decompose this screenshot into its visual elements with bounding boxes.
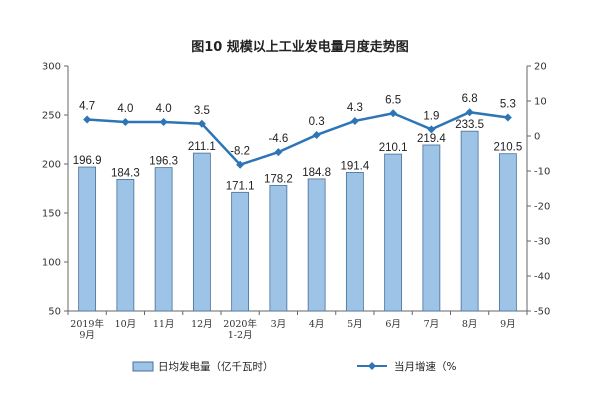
bar-value-label: 191.4 (340, 160, 369, 172)
bar (345, 172, 364, 312)
bar (498, 153, 517, 312)
bar-value-label: 211.1 (188, 141, 216, 153)
right-tick-label: -20 (534, 202, 550, 213)
bar (231, 191, 250, 312)
right-tick-label: -10 (534, 167, 550, 178)
x-tick-label: 7月 (424, 319, 440, 330)
data-labels: 196.9 184.3 196.3 211.1 171.1 178.2 184.8 191.4… (73, 93, 523, 192)
left-tick-label: 200 (42, 160, 61, 171)
line-value-label: 4.3 (347, 102, 363, 114)
left-tick-label: 50 (48, 307, 61, 318)
left-tick-label: 300 (42, 62, 61, 73)
bar (116, 178, 135, 312)
x-tick-label: 9月 (500, 319, 516, 330)
line-point (465, 108, 474, 117)
legend: 日均发电量（亿千瓦时） 当月增速（% (132, 360, 456, 373)
x-tick-label: 3月 (271, 319, 287, 330)
x-tick-label: 9月 (79, 330, 95, 341)
line-value-label: 5.3 (500, 98, 516, 110)
bar-value-label: 196.9 (73, 155, 102, 167)
line-point (503, 113, 512, 122)
legend-bar-swatch (132, 361, 154, 372)
x-tick-label: 8月 (462, 319, 478, 330)
bar-series (78, 130, 517, 312)
bar (384, 153, 403, 312)
x-tick-label: 6月 (385, 319, 401, 330)
line-value-label: 6.8 (462, 93, 478, 105)
line-value-label: 4.0 (117, 103, 133, 115)
line-path (87, 110, 509, 167)
axes: 50 100 150 200 250 300 -50 -40 -30 -20 -10 0 10 20 201… (42, 62, 550, 342)
line-value-label: 0.3 (309, 116, 325, 128)
line-value-label: -4.6 (268, 133, 288, 145)
line-point (312, 130, 321, 139)
left-tick-label: 100 (42, 258, 61, 269)
bar-value-label: 219.4 (417, 133, 446, 145)
right-tick-label: 20 (534, 62, 547, 73)
line-value-label: 1.9 (423, 110, 439, 122)
right-tick-label: 10 (534, 97, 547, 108)
bar (307, 178, 326, 312)
legend-line-marker (368, 362, 376, 370)
line-value-label: -8.2 (230, 146, 250, 158)
bar-value-label: 171.1 (226, 180, 255, 192)
x-tick-label: 11月 (153, 319, 175, 330)
legend-bar-label: 日均发电量（亿千瓦时） (158, 360, 274, 373)
line-series (83, 108, 512, 169)
right-tick-label: -50 (534, 307, 550, 318)
bar (154, 167, 173, 312)
line-point (121, 118, 130, 126)
line-value-label: 4.7 (79, 101, 95, 113)
line-value-label: 6.5 (385, 94, 401, 106)
line-point (274, 148, 283, 157)
bar (192, 152, 211, 312)
bar (422, 144, 441, 312)
right-tick-label: -30 (534, 237, 550, 248)
x-tick-label: 2020年 (223, 318, 257, 330)
line-point (389, 109, 398, 118)
bar (269, 184, 288, 312)
line-point (83, 115, 92, 124)
line-point (236, 160, 245, 169)
x-tick-label: 4月 (309, 319, 325, 330)
left-tick-label: 250 (42, 111, 61, 122)
line-point (350, 116, 359, 125)
left-tick-label: 150 (42, 209, 61, 220)
bar-value-label: 196.3 (149, 156, 178, 168)
line-point (427, 125, 436, 134)
line-value-label: 4.0 (156, 103, 172, 115)
bar (460, 130, 479, 312)
chart-title: 图10 规模以上工业发电量月度走势图 (191, 39, 409, 55)
x-tick-label: 12月 (191, 319, 213, 330)
bar-value-label: 184.8 (302, 167, 331, 179)
legend-line-label: 当月增速（% (394, 360, 456, 373)
x-tick-label: 10月 (115, 319, 137, 330)
bar-value-label: 178.2 (264, 173, 293, 185)
right-tick-label: 0 (534, 132, 540, 143)
right-tick-label: -40 (534, 272, 550, 283)
bar (78, 166, 97, 312)
bar-value-label: 233.5 (455, 119, 484, 131)
line-value-label: 3.5 (194, 105, 210, 117)
line-point (197, 119, 206, 128)
bar-value-label: 210.1 (379, 142, 408, 154)
bar-value-label: 184.3 (111, 167, 140, 179)
x-tick-label: 2019年 (70, 318, 104, 330)
bar-value-label: 210.5 (493, 142, 522, 154)
x-tick-label: 1-2月 (228, 330, 253, 341)
x-tick-label: 5月 (347, 319, 363, 330)
line-point (159, 118, 168, 126)
